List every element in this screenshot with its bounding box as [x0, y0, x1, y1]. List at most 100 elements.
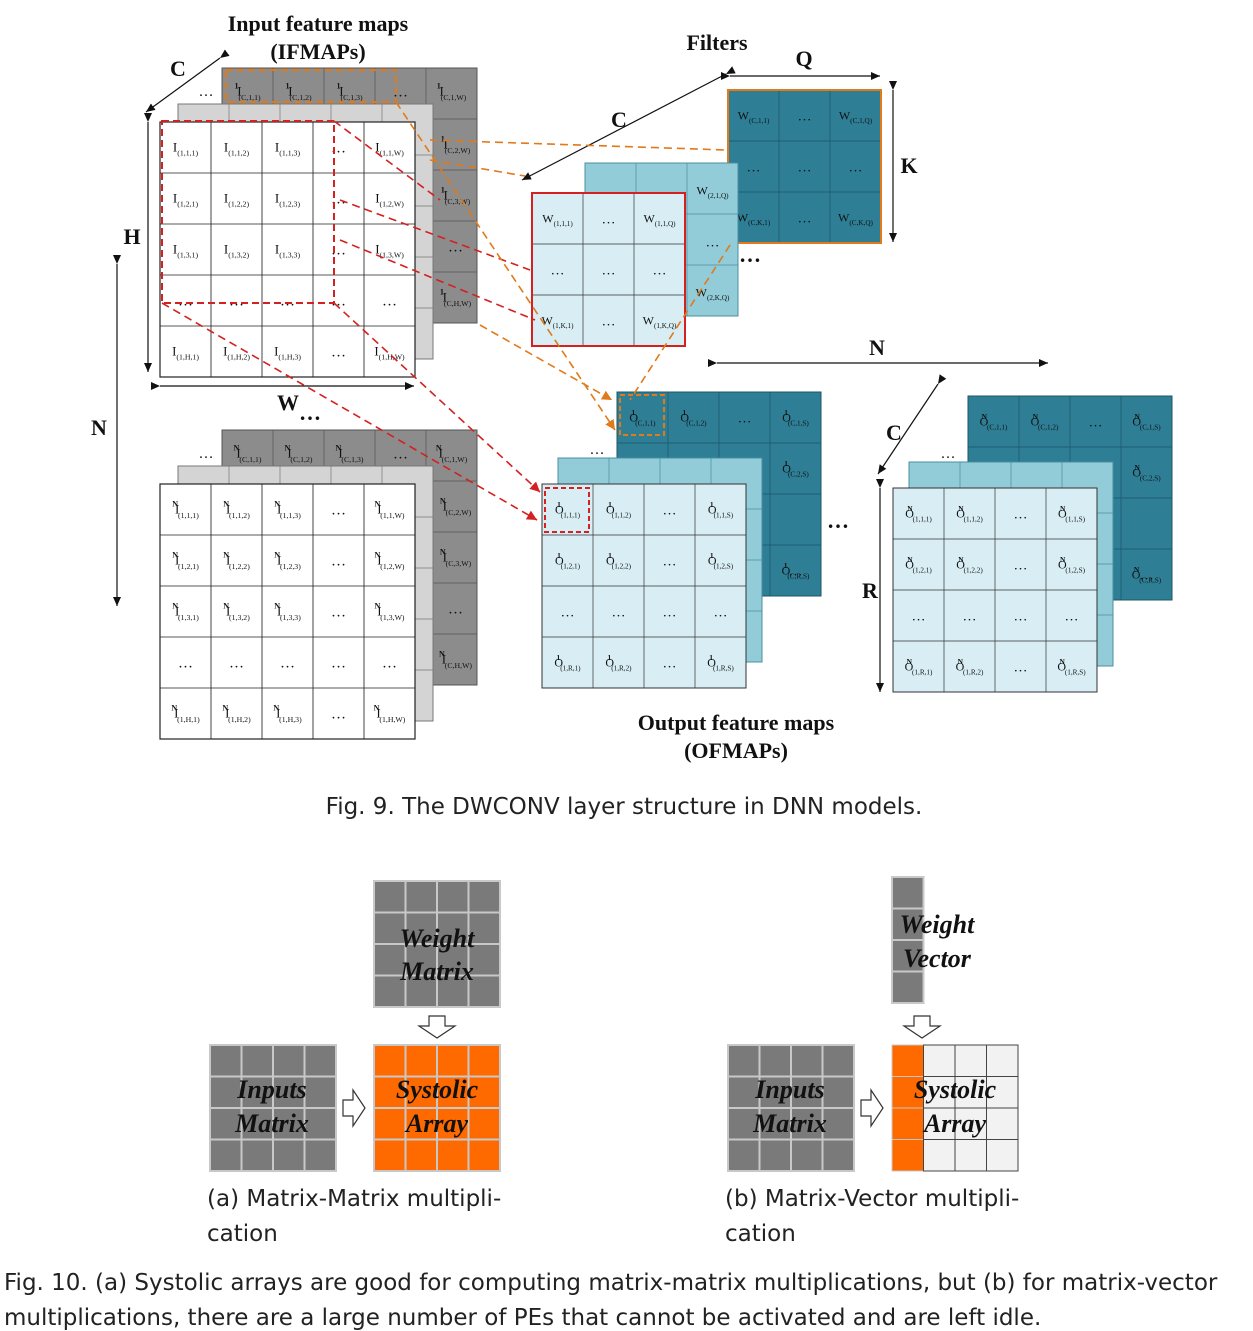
- front-cell: …: [178, 656, 193, 672]
- front-cell: IN(1,3,2): [223, 601, 250, 622]
- red-link-1: [333, 120, 441, 201]
- front-cell: I(1,1,W): [375, 140, 404, 158]
- ifmap-batch-n: IN(C,1,1) IN(C,1,2) IN(C,1,3) … IN(C,1,W) IN(…: [159, 429, 478, 740]
- ofmap-front-cell: …: [612, 606, 626, 621]
- stack-depth-ellipsis: …: [199, 446, 214, 462]
- weight-label-line2: Matrix: [399, 957, 474, 986]
- inputs-matrix: [209, 1044, 337, 1172]
- ofmap-front: [541, 483, 747, 689]
- filter-back-cell: …: [798, 110, 812, 125]
- front-cell: …: [382, 294, 397, 310]
- front-cell: IN(1,H,W): [374, 703, 406, 724]
- fig10-diagram: Weight Matrix Inputs Matrix Systolic Array We…: [4, 876, 1218, 1331]
- ofmap-front-cell: O1(1,2,2): [606, 551, 632, 571]
- front-cell: I(1,H,3): [274, 344, 301, 362]
- ofmap-front-cell: ON(1,R,2): [956, 657, 984, 677]
- ofmap-front-cell: O1(1,2,S): [708, 551, 734, 571]
- ofmap-back-cell: …: [1089, 416, 1103, 431]
- front-cell: IN(1,3,1): [172, 601, 199, 622]
- ofmap-front-cell: …: [963, 610, 977, 625]
- inputs-matrix-cell: [240, 1044, 274, 1078]
- systolic-array-partial-cell: [891, 1139, 924, 1172]
- right-arrow-b: [860, 1088, 884, 1128]
- ofmap-batch-1: O1(C,1,1) O1(C,1,2)… O1(C,1,S)O1(C,2,S)…O1…: [541, 391, 822, 689]
- systolic-label-line2: Array: [404, 1109, 469, 1138]
- fig9-caption: Fig. 9. The DWCONV layer structure in DN…: [326, 794, 923, 820]
- systolic-array-full: [373, 1044, 501, 1172]
- systolic-array-full-cell: [373, 1107, 407, 1141]
- inputs-matrix-b-cell: [758, 1138, 792, 1172]
- front-cell: I(1,1,3): [275, 140, 301, 158]
- ifmaps-subtitle: (IFMAPs): [270, 39, 365, 64]
- ofmap-front-cell: ON(1,R,1): [905, 657, 933, 677]
- sub-caption-b-line1: (b) Matrix-Vector multipli-: [725, 1186, 1019, 1212]
- front-layer: [159, 483, 416, 740]
- ofmap-back-cell: …: [789, 565, 803, 580]
- ofmap-front-cell: ON(1,1,2): [956, 504, 983, 524]
- label-w: W: [277, 390, 299, 415]
- back-cell: …: [393, 447, 408, 463]
- orange-link-1: [395, 101, 616, 431]
- systolic-array-partial-cell: [923, 1044, 956, 1077]
- systolic-array-full-cell: [467, 1044, 501, 1078]
- front-cell: IN(1,2,3): [274, 550, 301, 571]
- systolic-array-partial-cell: [986, 1139, 1019, 1172]
- ofmap-back-cell: ON(C,1,2): [1031, 412, 1059, 432]
- front-cell: I(1,3,3): [275, 242, 301, 260]
- back-cell: IN(C,3,W): [440, 547, 472, 568]
- ofmap-front-cell: …: [1014, 661, 1028, 676]
- label-c-filter: C: [611, 107, 627, 132]
- systolic-array-partial-cell: [923, 1076, 956, 1109]
- systolic-array-full-cell: [404, 1138, 438, 1172]
- highlight-orange-window: [225, 69, 397, 103]
- label-n-ofmap: N: [869, 335, 885, 360]
- filter-back-cell: …: [849, 161, 863, 176]
- filter-back-frame: [727, 89, 882, 244]
- front-cell: IN(1,1,1): [172, 499, 199, 520]
- front-cell: IN(1,3,W): [374, 601, 404, 622]
- ofmap-back-cell: ON(C,2,S): [1132, 463, 1161, 483]
- systolic-array-full-cell: [436, 1044, 470, 1078]
- back-cell: IN(C,2,W): [440, 496, 472, 517]
- down-arrow-b: [902, 1015, 942, 1039]
- back-cell: IN(C,1,2): [285, 443, 313, 464]
- inputs-matrix-cell: [303, 1107, 337, 1141]
- front-cell: …: [229, 656, 244, 672]
- ofmap-front-cell: …: [1014, 508, 1028, 523]
- down-arrow-a: [417, 1015, 457, 1039]
- ofmap-front: [892, 487, 1098, 693]
- back-cell: IN(C,1,W): [436, 443, 468, 464]
- front-cell: IN(1,H,3): [273, 703, 302, 724]
- ofmap-front-cell: O1(1,2,1): [555, 551, 581, 571]
- front-cell: I(1,2,2): [224, 191, 250, 209]
- front-cell: …: [229, 294, 244, 310]
- ofmap-front-cell: …: [714, 606, 728, 621]
- front-cell: IN(1,3,3): [274, 601, 301, 622]
- systolic-array-full-cell: [404, 1044, 438, 1078]
- ofmap-front-cell: ON(1,R,S): [1057, 657, 1086, 677]
- systolic-b-label-line1: Systolic: [914, 1075, 997, 1104]
- systolic-array-full-cell: [373, 1044, 407, 1078]
- filter-back-cell: …: [798, 212, 812, 227]
- front-cell: I(1,2,1): [173, 191, 199, 209]
- filter-front-cell: …: [653, 264, 667, 279]
- highlight-orange-output: [619, 394, 665, 436]
- inputs-matrix-cell: [303, 1044, 337, 1078]
- ofmap-back-cell: …: [1140, 569, 1154, 584]
- weight-vector: [891, 876, 925, 1004]
- front-cell: I(1,1,1): [173, 140, 199, 158]
- systolic-b-label-line2: Array: [922, 1109, 987, 1138]
- weight-vector-cell: [891, 876, 925, 910]
- inputs-label-line1: Inputs: [236, 1075, 306, 1104]
- inputs-matrix-b: [727, 1044, 855, 1172]
- ofmap-front-cell: O1(1,1,S): [708, 500, 734, 520]
- front-cell: IN(1,1,3): [274, 499, 301, 520]
- weight-matrix-cell: [373, 880, 407, 914]
- systolic-array-partial-cell: [891, 1076, 924, 1109]
- ofmap-back-cell: ON(C,1,S): [1132, 412, 1161, 432]
- back-cell: …: [448, 602, 463, 618]
- ellipsis-ofmaps: …: [827, 508, 849, 533]
- back-cell: IN(C,H,W): [439, 649, 472, 670]
- ofmap-front-cell: O1(1,R,1): [554, 653, 581, 673]
- front-cell: IN(1,2,2): [223, 550, 250, 571]
